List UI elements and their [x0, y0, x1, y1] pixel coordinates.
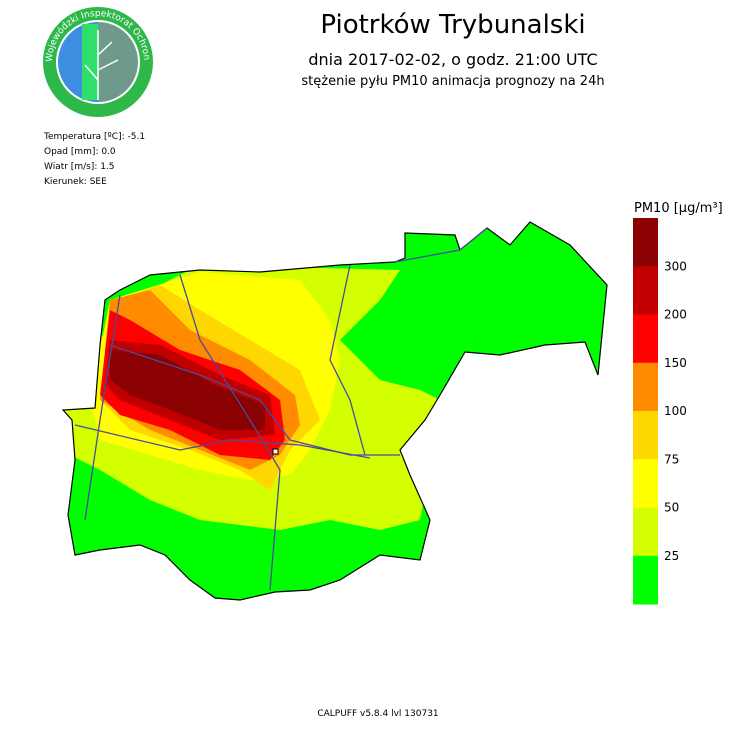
legend-title: PM10 [µg/m³]	[634, 201, 723, 216]
legend-label: 200	[664, 308, 687, 322]
legend-band	[633, 266, 658, 315]
roads	[74, 227, 488, 591]
weather-line: Kierunek: SEE	[44, 177, 107, 187]
weather-line: Opad [mm]: 0.0	[44, 147, 116, 157]
legend-label: 50	[664, 501, 679, 515]
legend-label: 300	[664, 259, 687, 273]
legend-label: 100	[664, 404, 687, 418]
weather-line: Temperatura [ºC]: -5.1	[44, 132, 146, 142]
legend-band	[633, 555, 658, 605]
title: Piotrków Trybunalski	[320, 10, 586, 40]
legend-band	[633, 362, 658, 412]
weather-info: Temperatura [ºC]: -5.1 Opad [mm]: 0.0 Wiat…	[44, 130, 145, 190]
legend-band	[633, 314, 658, 364]
footer: CALPUFF v5.8.4 lvl 130731	[317, 709, 439, 719]
station-marker	[272, 448, 279, 455]
weather-line: Wiatr [m/s]: 1.5	[44, 162, 115, 172]
legend-label: 75	[664, 452, 679, 466]
legend: PM10 [µg/m³] 300 200 150 100 75 50 25	[633, 201, 723, 605]
legend-band	[633, 218, 658, 267]
legend-band	[633, 507, 658, 557]
legend-band	[633, 459, 658, 508]
legend-band	[633, 411, 658, 460]
legend-label: 150	[664, 356, 687, 370]
legend-label: 25	[664, 549, 679, 563]
description: stężenie pyłu PM10 animacja prognozy na …	[301, 74, 605, 89]
subtitle: dnia 2017-02-02, o godz. 21:00 UTC	[308, 50, 598, 69]
concentration-map	[63, 222, 607, 600]
